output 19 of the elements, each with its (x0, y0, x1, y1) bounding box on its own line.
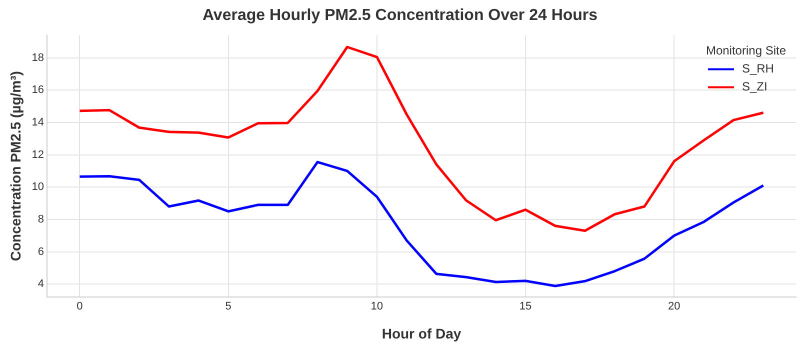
y-tick-label: 18 (32, 52, 44, 64)
legend-label: S_RH (742, 62, 774, 76)
y-tick-label: 4 (38, 278, 44, 290)
legend-label: S_ZI (742, 80, 768, 94)
x-tick-label: 10 (370, 300, 384, 313)
y-tick-label: 10 (32, 181, 44, 194)
y-tick-label: 16 (32, 84, 44, 96)
x-axis-title: Hour of Day (382, 325, 462, 342)
legend-title: Monitoring Site (706, 44, 786, 58)
x-tick-label: 5 (225, 300, 232, 313)
x-tick-label: 20 (668, 300, 680, 313)
y-tick-label: 6 (38, 246, 44, 258)
y-axis-title: Concentration PM2.5 (µg/m³) (7, 71, 24, 262)
x-tick-label: 0 (76, 300, 83, 313)
y-tick-label: 12 (32, 148, 44, 161)
y-tick-label: 14 (32, 116, 44, 128)
chart-title: Average Hourly PM2.5 Concentration Over 24 Hours (202, 7, 598, 24)
x-tick-label: 15 (519, 300, 532, 313)
y-tick-label: 8 (38, 213, 44, 226)
